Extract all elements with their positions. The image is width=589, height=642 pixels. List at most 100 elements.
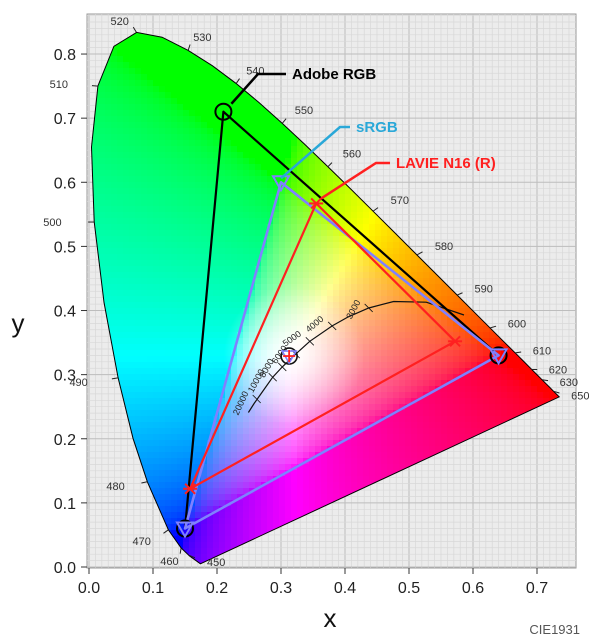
color-cell	[237, 440, 244, 447]
color-cell	[333, 482, 340, 489]
color-cell	[111, 116, 118, 123]
color-cell	[153, 86, 160, 93]
color-cell	[261, 500, 268, 507]
color-cell	[141, 272, 148, 279]
color-cell	[135, 380, 142, 387]
color-cell	[249, 194, 256, 201]
color-cell	[207, 506, 214, 513]
color-cell	[219, 380, 226, 387]
color-cell	[219, 164, 226, 171]
color-cell	[147, 380, 154, 387]
color-cell	[147, 482, 154, 489]
color-cell	[363, 242, 370, 249]
color-cell	[159, 332, 166, 339]
color-cell	[195, 194, 202, 201]
color-cell	[321, 254, 328, 261]
color-cell	[135, 422, 142, 429]
color-cell	[231, 440, 238, 447]
color-cell	[177, 242, 184, 249]
color-cell	[219, 464, 226, 471]
color-cell	[243, 434, 250, 441]
color-cell	[111, 284, 118, 291]
color-cell	[135, 260, 142, 267]
color-cell	[129, 416, 136, 423]
color-cell	[231, 110, 238, 117]
color-cell	[129, 248, 136, 255]
color-cell	[129, 356, 136, 363]
color-cell	[267, 512, 274, 519]
color-cell	[117, 128, 124, 135]
color-cell	[291, 158, 298, 165]
color-cell	[375, 458, 382, 465]
color-cell	[363, 428, 370, 435]
color-cell	[147, 440, 154, 447]
color-cell	[363, 320, 370, 327]
color-cell	[153, 494, 160, 501]
color-cell	[285, 212, 292, 219]
color-cell	[93, 206, 100, 213]
color-cell	[105, 290, 112, 297]
color-cell	[303, 230, 310, 237]
color-cell	[387, 428, 394, 435]
color-cell	[249, 140, 256, 147]
color-cell	[129, 158, 136, 165]
color-cell	[99, 158, 106, 165]
color-cell	[195, 308, 202, 315]
color-cell	[255, 200, 262, 207]
color-cell	[267, 248, 274, 255]
color-cell	[207, 542, 214, 549]
color-cell	[147, 134, 154, 141]
color-cell	[267, 464, 274, 471]
color-cell	[147, 374, 154, 381]
color-cell	[159, 92, 166, 99]
color-cell	[339, 272, 346, 279]
color-cell	[273, 188, 280, 195]
color-cell	[237, 536, 244, 543]
color-cell	[195, 398, 202, 405]
color-cell	[93, 212, 100, 219]
color-cell	[177, 254, 184, 261]
color-cell	[279, 188, 286, 195]
color-cell	[345, 200, 352, 207]
color-cell	[219, 350, 226, 357]
color-cell	[201, 116, 208, 123]
color-cell	[189, 368, 196, 375]
color-cell	[123, 74, 130, 81]
color-cell	[327, 272, 334, 279]
color-cell	[105, 224, 112, 231]
color-cell	[201, 158, 208, 165]
color-cell	[141, 266, 148, 273]
color-cell	[237, 212, 244, 219]
color-cell	[267, 524, 274, 531]
color-cell	[363, 404, 370, 411]
color-cell	[135, 80, 142, 87]
color-cell	[183, 542, 190, 549]
color-cell	[213, 152, 220, 159]
color-cell	[309, 152, 316, 159]
color-cell	[237, 290, 244, 297]
color-cell	[195, 344, 202, 351]
color-cell	[159, 230, 166, 237]
color-cell	[225, 254, 232, 261]
color-cell	[225, 536, 232, 543]
color-cell	[297, 440, 304, 447]
color-cell	[363, 440, 370, 447]
color-cell	[207, 212, 214, 219]
color-cell	[243, 518, 250, 525]
color-cell	[195, 110, 202, 117]
color-cell	[255, 194, 262, 201]
color-cell	[165, 38, 172, 45]
color-cell	[351, 434, 358, 441]
color-cell	[117, 380, 124, 387]
color-cell	[243, 416, 250, 423]
color-cell	[129, 242, 136, 249]
color-cell	[279, 176, 286, 183]
color-cell	[279, 266, 286, 273]
color-cell	[225, 98, 232, 105]
color-cell	[381, 284, 388, 291]
color-cell	[165, 200, 172, 207]
color-cell	[273, 224, 280, 231]
color-cell	[255, 452, 262, 459]
color-cell	[165, 512, 172, 519]
color-cell	[339, 452, 346, 459]
